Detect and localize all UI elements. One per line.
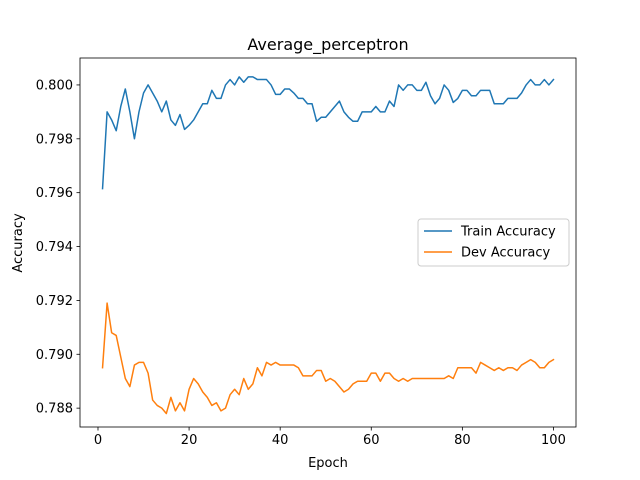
- series-line-1: [101, 302, 555, 415]
- x-tick-label: 40: [272, 433, 289, 448]
- x-tick-label: 100: [541, 433, 566, 448]
- y-tick-label: 0.796: [36, 186, 73, 201]
- legend-label-1: Dev Accuracy: [461, 246, 550, 261]
- y-tick-label: 0.792: [36, 294, 73, 309]
- y-tick-label: 0.790: [36, 348, 73, 363]
- legend-box: [417, 218, 570, 267]
- plot-area: [101, 76, 555, 415]
- x-tick-label: 0: [94, 433, 102, 448]
- y-tick-label: 0.788: [36, 402, 73, 417]
- chart-title: Average_perceptron: [247, 35, 408, 55]
- axes: 0 20 40 60 80 100 0.788 0.790 0.792 0.794 0.796 0.7…: [36, 57, 577, 448]
- x-tick-label: 60: [363, 433, 380, 448]
- y-tick-label: 0.800: [36, 78, 73, 93]
- x-axis-label: Epoch: [308, 456, 348, 471]
- x-tick-label: 20: [181, 433, 198, 448]
- x-tick-label: 80: [454, 433, 471, 448]
- y-axis-label: Accuracy: [11, 213, 26, 273]
- axes-frame: [79, 57, 577, 428]
- legend: Train Accuracy Dev Accuracy: [417, 218, 570, 267]
- legend-label-0: Train Accuracy: [460, 225, 556, 240]
- y-tick-label: 0.798: [36, 132, 73, 147]
- series-line-0: [101, 76, 555, 190]
- y-tick-label: 0.794: [36, 240, 73, 255]
